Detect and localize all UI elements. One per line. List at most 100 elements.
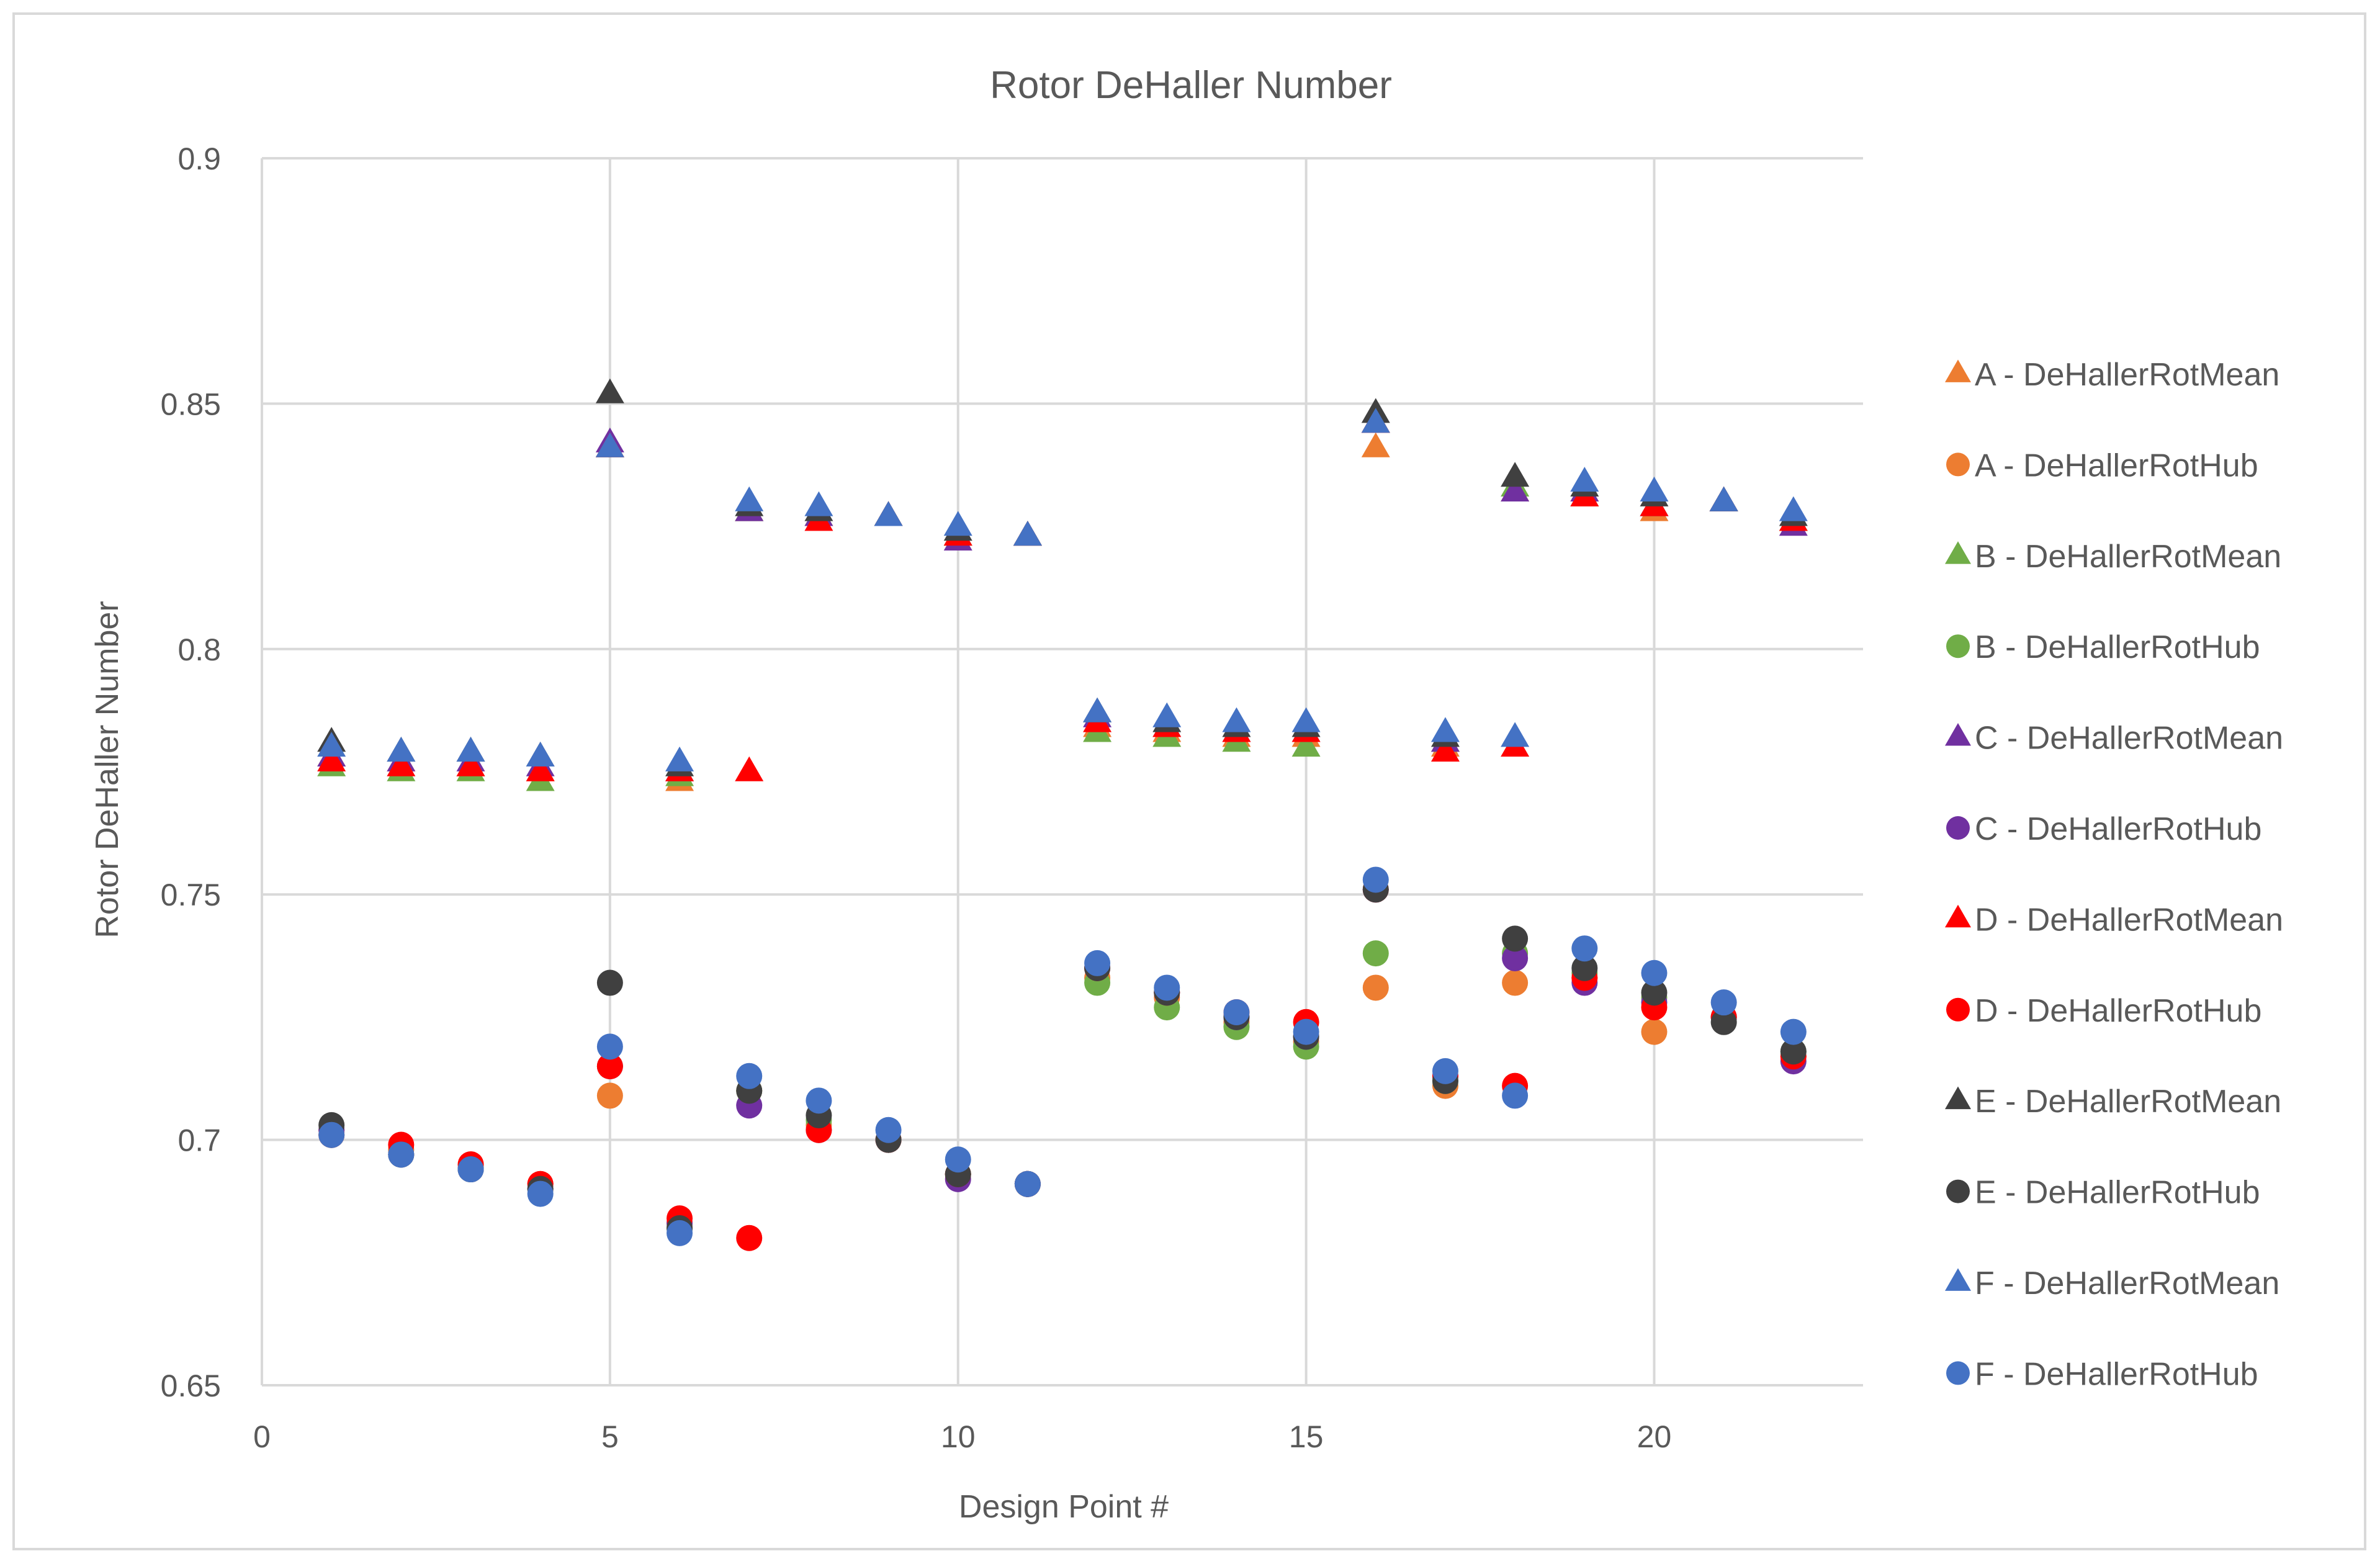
- data-point: [1362, 940, 1389, 967]
- data-point: [526, 756, 555, 781]
- data-point: [527, 1180, 554, 1207]
- legend-label: F - DeHallerRotHub: [1975, 1356, 2258, 1392]
- data-point: [1084, 950, 1111, 976]
- data-point: [1779, 496, 1808, 521]
- legend-label: E - DeHallerRotHub: [1975, 1175, 2260, 1211]
- data-point: [1780, 1038, 1807, 1065]
- legend-label: F - DeHallerRotMean: [1975, 1265, 2279, 1301]
- gridlines: [261, 157, 1863, 1386]
- data-point: [1013, 521, 1042, 546]
- data-point: [456, 737, 485, 762]
- y-tick-label: 0.85: [161, 387, 221, 421]
- legend-marker: [1946, 634, 1970, 658]
- data-point: [1710, 1009, 1737, 1035]
- data-point: [1083, 697, 1112, 722]
- data-point: [1361, 432, 1390, 457]
- data-point: [875, 1117, 902, 1143]
- legend-item: C - DeHallerRotMean: [1945, 721, 2283, 757]
- legend-label: B - DeHallerRotHub: [1975, 629, 2260, 665]
- data-point: [1709, 486, 1738, 511]
- data-point: [387, 751, 416, 776]
- data-point: [1641, 960, 1668, 986]
- chart-title: Rotor DeHaller Number: [990, 64, 1392, 107]
- data-point: [1780, 1018, 1807, 1045]
- legend-label: A - DeHallerRotHub: [1975, 447, 2258, 483]
- legend-item: A - DeHallerRotMean: [1945, 357, 2279, 393]
- data-point: [1502, 925, 1529, 952]
- x-tick-label: 0: [253, 1419, 271, 1454]
- legend-marker: [1945, 359, 1971, 382]
- data-point: [1502, 945, 1529, 972]
- data-point: [1501, 462, 1530, 487]
- legend-marker: [1946, 1179, 1970, 1203]
- legend-label: D - DeHallerRotHub: [1975, 993, 2261, 1029]
- data-point: [1502, 1082, 1529, 1109]
- legend-item: D - DeHallerRotHub: [1946, 993, 2261, 1029]
- legend-label: C - DeHallerRotMean: [1975, 721, 2283, 757]
- data-point: [1641, 1018, 1668, 1045]
- data-point: [1570, 467, 1599, 492]
- legend-item: E - DeHallerRotMean: [1945, 1084, 2281, 1120]
- y-tick-label: 0.7: [177, 1123, 221, 1158]
- y-tick-labels: 0.65 0.7 0.75 0.8 0.85 0.9: [161, 142, 221, 1403]
- data-point: [1223, 999, 1250, 1025]
- y-tick-label: 0.65: [161, 1368, 221, 1403]
- data-point: [1293, 1018, 1319, 1045]
- legend-marker: [1945, 541, 1971, 564]
- series: [318, 866, 1807, 1246]
- data-point: [526, 741, 555, 766]
- data-point: [1430, 717, 1460, 742]
- legend-item: B - DeHallerRotHub: [1946, 629, 2260, 665]
- legend-marker: [1945, 722, 1971, 746]
- data-point: [318, 1121, 345, 1148]
- data-point: [317, 746, 346, 771]
- series: [317, 408, 1808, 771]
- data-point: [735, 486, 764, 511]
- data-point: [943, 511, 972, 536]
- data-point: [596, 969, 623, 996]
- y-tick-label: 0.75: [161, 878, 221, 912]
- data-point: [1362, 974, 1389, 1001]
- data-point: [388, 1141, 415, 1168]
- legend-item: B - DeHallerRotMean: [1945, 539, 2281, 575]
- data-point: [1430, 737, 1460, 762]
- data-point: [1710, 989, 1737, 1016]
- data-point: [806, 1087, 832, 1114]
- data-point: [736, 1063, 763, 1089]
- legend-marker: [1946, 452, 1970, 477]
- data-point: [1640, 476, 1669, 501]
- data-point: [874, 501, 903, 526]
- x-axis-label: Design Point #: [959, 1489, 1169, 1525]
- data-point: [1291, 707, 1321, 732]
- x-tick-label: 5: [601, 1419, 619, 1454]
- legend-marker: [1946, 816, 1970, 840]
- data-point: [456, 751, 485, 776]
- data-point: [1291, 732, 1321, 757]
- data-point: [736, 1225, 763, 1251]
- data-point: [665, 746, 694, 771]
- legend-marker: [1945, 1268, 1971, 1291]
- legend-marker: [1946, 997, 1970, 1022]
- data-point: [595, 432, 624, 457]
- legend-item: A - DeHallerRotHub: [1946, 447, 2258, 483]
- data-point: [596, 1053, 623, 1079]
- x-tick-label: 10: [941, 1419, 976, 1454]
- data-point: [387, 737, 416, 762]
- data-point: [1362, 866, 1389, 893]
- data-point: [1501, 476, 1530, 501]
- legend-marker: [1945, 1086, 1971, 1110]
- chart-frame: [12, 12, 2366, 1550]
- y-tick-label: 0.9: [177, 142, 221, 176]
- legend-item: E - DeHallerRotHub: [1946, 1175, 2260, 1211]
- data-point: [945, 1146, 971, 1173]
- data-point: [1641, 979, 1668, 1006]
- data-point: [317, 732, 346, 757]
- data-points: [317, 378, 1808, 1251]
- legend-item: F - DeHallerRotHub: [1946, 1356, 2258, 1392]
- data-point: [1571, 935, 1598, 962]
- legend-item: D - DeHallerRotMean: [1945, 902, 2283, 938]
- data-point: [1361, 408, 1390, 433]
- legend: A - DeHallerRotMean A - DeHallerRotHub B -…: [1945, 357, 2283, 1392]
- series: [317, 378, 1808, 776]
